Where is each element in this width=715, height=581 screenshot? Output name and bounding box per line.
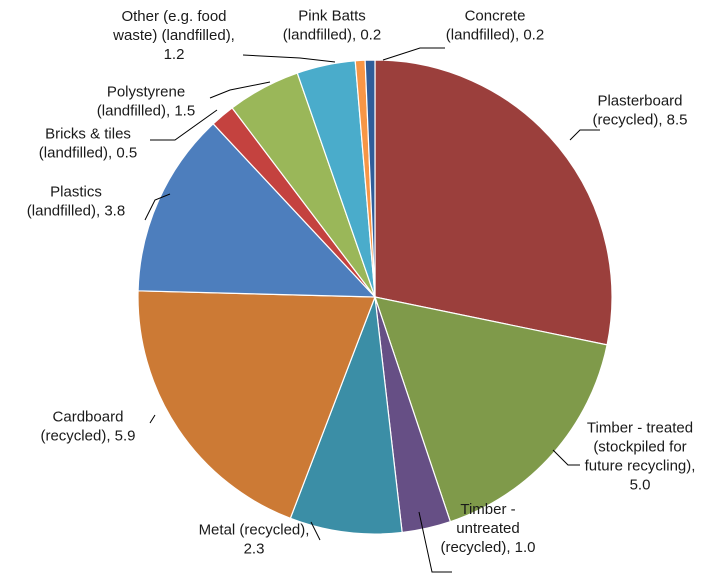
leader-line-plastics (144, 193, 171, 221)
label-plasterboard: Plasterboard (recycled), 8.5 (592, 93, 687, 129)
label-line: waste) (landfilled), (112, 27, 235, 44)
label-pink-batts: Pink Batts (landfilled), 0.2 (283, 8, 381, 44)
label-line: (landfilled), 0.2 (283, 27, 381, 44)
label-line: Polystyrene (107, 84, 185, 101)
label-line: 2.3 (244, 541, 265, 558)
leader-line-other (242, 54, 336, 63)
pie-slices (137, 59, 613, 535)
label-metal: Metal (recycled), 2.3 (199, 522, 310, 558)
leader-line-concrete (382, 47, 445, 61)
label-line: (landfilled), 3.8 (27, 203, 125, 220)
label-line: future recycling), (585, 458, 696, 475)
label-line: Timber - treated (587, 420, 693, 437)
leader-line-polystyrene (209, 81, 271, 99)
label-line: (landfilled), 1.5 (97, 103, 195, 120)
slice-concrete (364, 59, 376, 298)
label-other: Other (e.g. food waste) (landfilled), 1.2 (112, 8, 235, 63)
label-concrete: Concrete (landfilled), 0.2 (446, 8, 544, 44)
slice-timber-treated (374, 296, 608, 523)
label-line: Metal (recycled), (199, 522, 310, 539)
leader-line-cardboard (149, 414, 156, 424)
label-line: Cardboard (53, 409, 124, 426)
label-line: Other (e.g. food (121, 8, 226, 25)
leader-line-bricks-tiles (150, 109, 218, 141)
label-line: Plasterboard (597, 93, 682, 110)
slice-plasterboard (374, 59, 613, 346)
leader-lines (144, 47, 600, 573)
label-line: untreated (456, 520, 519, 537)
leader-line-timber-untreated (418, 511, 452, 573)
label-line: (recycled), 5.9 (40, 428, 135, 445)
label-line: (recycled), 8.5 (592, 112, 687, 129)
slice-cardboard (137, 290, 376, 520)
slice-plastics (137, 122, 377, 298)
label-line: (landfilled), 0.2 (446, 27, 544, 44)
label-line: (landfilled), 0.5 (39, 145, 137, 162)
label-line: 1.2 (164, 46, 185, 63)
label-line: 5.0 (630, 477, 651, 494)
label-plastics: Plastics (landfilled), 3.8 (27, 184, 125, 220)
label-timber-untreated: Timber - untreated (recycled), 1.0 (440, 501, 535, 556)
label-bricks-tiles: Bricks & tiles (landfilled), 0.5 (39, 126, 137, 162)
label-line: Concrete (465, 8, 526, 25)
label-polystyrene: Polystyrene (landfilled), 1.5 (97, 84, 195, 120)
leader-line-plasterboard (569, 129, 600, 141)
label-line: Pink Batts (298, 8, 366, 25)
leader-line-timber-treated (552, 449, 580, 466)
label-line: Plastics (50, 184, 102, 201)
label-timber-treated: Timber - treated (stockpiled for future re… (585, 420, 696, 494)
slice-labels: Plasterboard (recycled), 8.5 Timber - trea… (27, 8, 696, 558)
label-line: Timber - (460, 501, 515, 518)
label-line: (stockpiled for (593, 439, 686, 456)
label-cardboard: Cardboard (recycled), 5.9 (40, 409, 135, 445)
leader-line-metal (310, 521, 321, 541)
label-line: (recycled), 1.0 (440, 539, 535, 556)
label-line: Bricks & tiles (45, 126, 131, 143)
slice-metal (289, 296, 403, 535)
